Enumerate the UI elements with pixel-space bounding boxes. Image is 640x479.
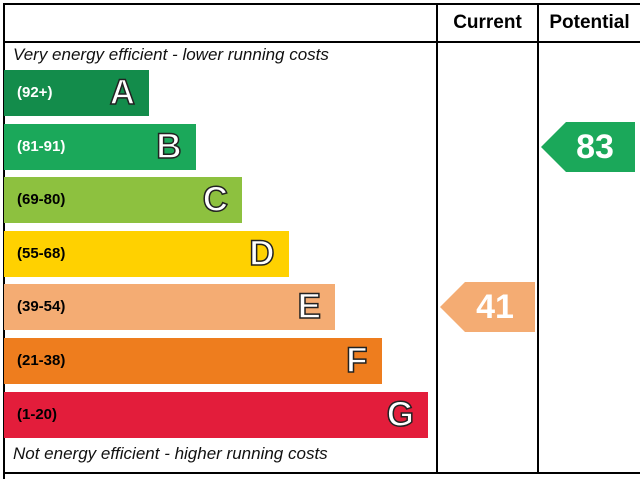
- band-g: (1-20) G: [4, 391, 428, 438]
- band-letter: A: [109, 72, 136, 113]
- header-divider: [3, 41, 640, 43]
- potential-column-border: [537, 3, 539, 473]
- band-letter: E: [297, 287, 322, 328]
- potential-arrow-shape: [541, 121, 635, 172]
- caption-bottom: Not energy efficient - higher running co…: [13, 444, 328, 463]
- potential-arrow-fill: [541, 121, 635, 172]
- band-letter: B: [155, 126, 182, 167]
- band-range-label: (81-91): [17, 137, 66, 155]
- band-b: (81-91) B: [4, 123, 196, 170]
- band-letter: C: [202, 179, 229, 220]
- potential-header: Potential: [549, 12, 630, 33]
- current-arrow-fill: [440, 282, 535, 333]
- band-letter: G: [386, 394, 415, 435]
- frame-top-border: [3, 3, 640, 5]
- band-a: (92+) A: [4, 70, 149, 116]
- band-range-label: (92+): [17, 84, 53, 101]
- band-e: (39-54) E: [4, 284, 335, 331]
- current-arrow-shape: [440, 282, 535, 333]
- band-range-label: (55-68): [17, 244, 66, 262]
- band-letter: D: [248, 233, 275, 274]
- band-range-label: (69-80): [17, 191, 66, 209]
- band-range-label: (1-20): [17, 405, 58, 423]
- current-column-border: [436, 3, 438, 473]
- band-d: (55-68) D: [4, 230, 289, 277]
- potential-rating-pointer: 83: [541, 121, 635, 172]
- band-f: (21-38) F: [4, 338, 382, 384]
- current-header: Current: [453, 12, 522, 33]
- current-rating-pointer: 41: [440, 282, 535, 333]
- current-rating-value: 41: [476, 288, 514, 327]
- footer-divider: [3, 472, 640, 474]
- band-range-label: (21-38): [17, 352, 66, 369]
- band-range-label: (39-54): [17, 298, 66, 316]
- caption-top: Very energy efficient - lower running co…: [13, 45, 329, 64]
- band-letter: F: [345, 340, 368, 381]
- band-c: (69-80) C: [4, 177, 242, 224]
- potential-rating-value: 83: [576, 127, 614, 166]
